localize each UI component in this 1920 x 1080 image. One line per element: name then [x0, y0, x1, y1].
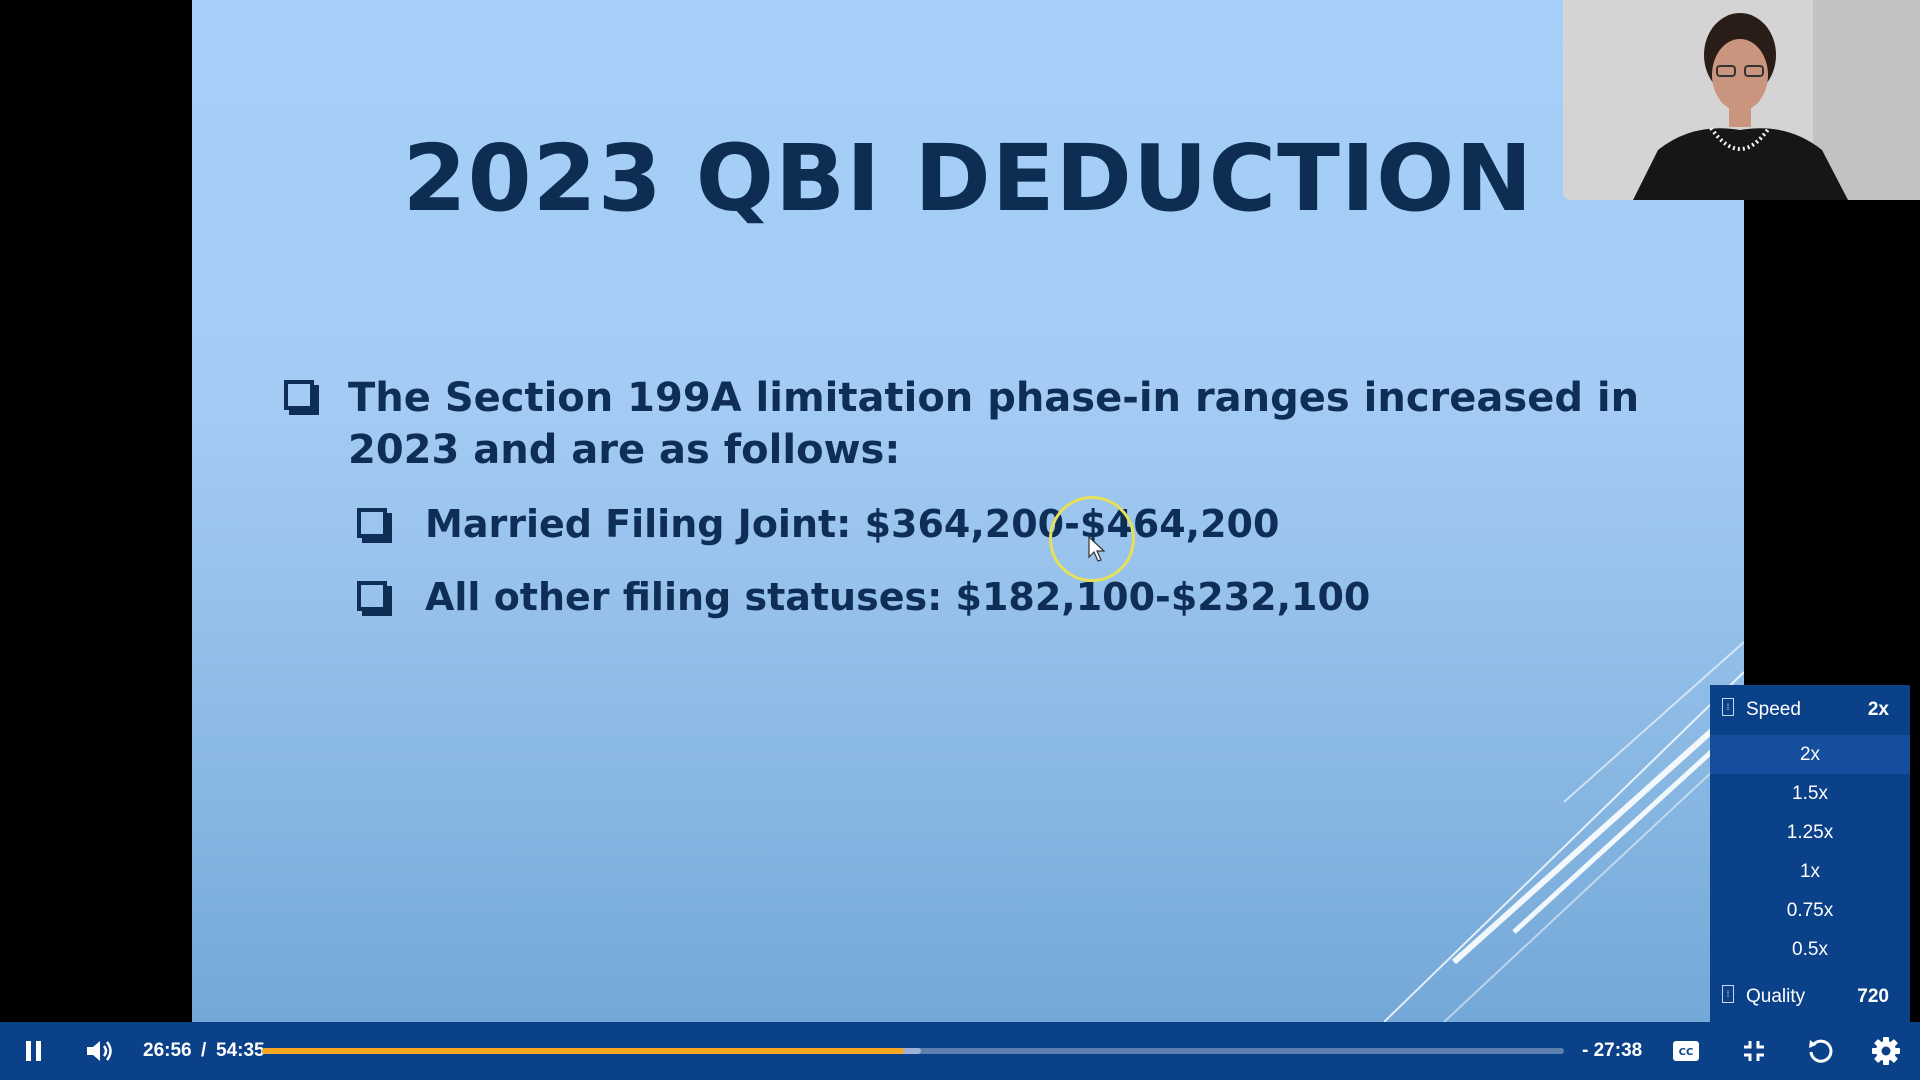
- progress-bar[interactable]: [262, 1048, 1564, 1054]
- current-time: 26:56: [143, 1040, 192, 1061]
- exit-fullscreen-icon: [1744, 1041, 1764, 1061]
- quality-value: 720: [1857, 986, 1889, 1007]
- speed-option[interactable]: 1.5x: [1792, 783, 1828, 804]
- speed-option[interactable]: 1x: [1799, 861, 1821, 882]
- replay-icon: [1809, 1039, 1833, 1063]
- slide-title: 2023 QBI DEDUCTION: [402, 125, 1534, 232]
- checkbox-bullet-icon: [284, 380, 314, 410]
- remaining-time: - 27:38: [1582, 1040, 1643, 1061]
- speed-option[interactable]: 0.75x: [1786, 900, 1834, 921]
- captions-button[interactable]: CC: [1664, 1022, 1708, 1080]
- main-bullet: The Section 199A limitation phase-in ran…: [284, 372, 1654, 476]
- sub-bullet-married: Married Filing Joint: $364,200-$464,200: [357, 500, 1279, 548]
- main-bullet-text: The Section 199A limitation phase-in ran…: [348, 375, 1640, 473]
- presenter-webcam: [1563, 0, 1920, 200]
- sub-bullet-text: All other filing statuses: $182,100-$232…: [425, 575, 1371, 619]
- decorative-lines: [1384, 641, 1744, 1022]
- settings-menu: ⁞ Speed 2x 2x 1.5x 1.25x 1x 0.75x 0.5x ⁞ Qual…: [1710, 685, 1910, 1022]
- captions-icon: CC: [1673, 1041, 1699, 1061]
- speed-option[interactable]: 2x: [1710, 735, 1910, 774]
- quality-label: Quality: [1746, 986, 1806, 1007]
- speed-option[interactable]: 1.25x: [1786, 822, 1834, 843]
- progress-played: [262, 1048, 904, 1054]
- pause-button[interactable]: [14, 1022, 54, 1080]
- quality-icon: ⁞: [1722, 985, 1734, 1003]
- svg-text:CC: CC: [1679, 1047, 1694, 1058]
- replay-button[interactable]: [1798, 1022, 1842, 1080]
- speed-option[interactable]: 0.5x: [1792, 939, 1828, 960]
- volume-button[interactable]: [80, 1022, 120, 1080]
- settings-button[interactable]: [1864, 1022, 1908, 1080]
- time-separator: /: [201, 1040, 207, 1061]
- video-frame-slide: 2023 QBI DEDUCTION The Section 199A limi…: [192, 0, 1744, 1022]
- gear-icon: [1872, 1037, 1900, 1065]
- mouse-pointer-icon: [1088, 536, 1106, 562]
- speed-value: 2x: [1867, 699, 1889, 720]
- cursor-highlight-ring: [1049, 496, 1135, 582]
- checkbox-bullet-icon: [357, 581, 387, 611]
- pause-icon: [26, 1041, 41, 1061]
- checkbox-bullet-icon: [357, 508, 387, 538]
- speed-icon: ⁞: [1722, 698, 1734, 716]
- sub-bullet-other: All other filing statuses: $182,100-$232…: [357, 573, 1370, 621]
- speed-options-list: 2x 1.5x 1.25x 1x 0.75x 0.5x: [1710, 735, 1910, 969]
- duration: 54:35: [216, 1040, 265, 1061]
- presenter-image: [1563, 0, 1920, 200]
- exit-fullscreen-button[interactable]: [1732, 1022, 1776, 1080]
- speed-setting-row[interactable]: ⁞ Speed 2x: [1710, 690, 1910, 730]
- sub-bullet-text: Married Filing Joint: $364,200-$464,200: [425, 502, 1280, 546]
- quality-setting-row[interactable]: ⁞ Quality 720: [1710, 977, 1910, 1017]
- speed-label: Speed: [1746, 699, 1801, 720]
- volume-icon: [87, 1041, 112, 1061]
